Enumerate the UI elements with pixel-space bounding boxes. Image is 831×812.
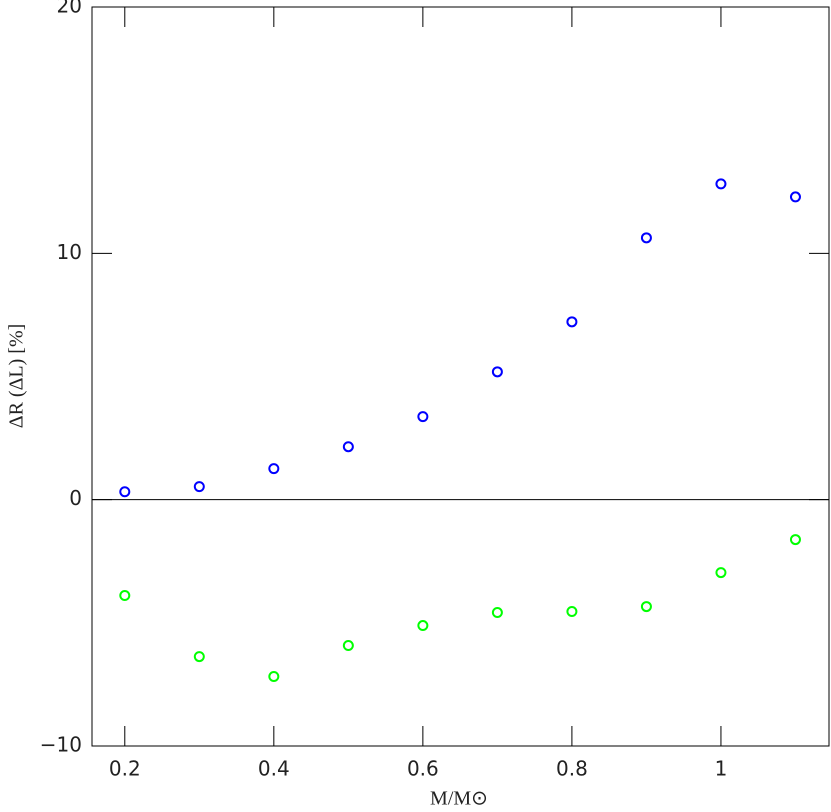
- plot-frame: [91, 6, 830, 747]
- data-point: [417, 411, 429, 423]
- data-point: [193, 481, 205, 493]
- data-point: [715, 567, 727, 579]
- x-tick-label: 0.6: [407, 757, 439, 781]
- y-tick-label: −10: [40, 733, 82, 757]
- data-point: [640, 601, 652, 613]
- y-tick-label: 20: [57, 0, 82, 18]
- y-axis-label: ΔR (ΔL) [%]: [6, 324, 28, 429]
- x-tick-label: 0.8: [556, 757, 588, 781]
- x-tick-label: 1: [715, 757, 728, 781]
- data-point: [715, 178, 727, 190]
- data-point: [640, 232, 652, 244]
- data-point: [342, 441, 354, 453]
- data-point: [566, 316, 578, 328]
- data-point: [193, 651, 205, 663]
- data-point: [268, 671, 280, 683]
- data-point: [566, 606, 578, 618]
- data-point: [417, 620, 429, 632]
- data-point: [119, 486, 131, 498]
- data-point: [119, 589, 131, 601]
- y-tick-label: 10: [57, 240, 82, 264]
- data-point: [342, 639, 354, 651]
- x-tick-label: 0.4: [258, 757, 290, 781]
- x-axis-label: M/M⊙: [430, 788, 488, 810]
- x-tick-label: 0.2: [109, 757, 141, 781]
- data-point: [491, 366, 503, 378]
- data-point: [491, 606, 503, 618]
- data-point: [268, 463, 280, 475]
- y-tick-label: 0: [69, 486, 82, 510]
- data-point: [789, 191, 801, 203]
- data-point: [789, 534, 801, 546]
